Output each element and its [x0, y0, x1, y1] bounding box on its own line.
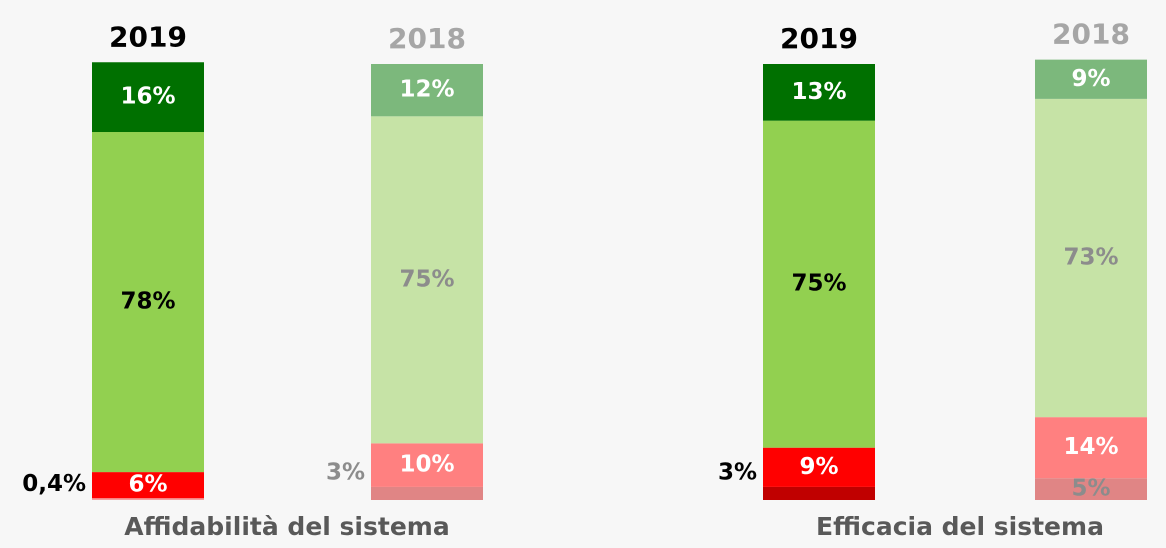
bar-segment [371, 64, 483, 117]
bar-segment [92, 62, 204, 133]
value-label: 75% [791, 271, 846, 297]
category-label: 2018 [1052, 18, 1130, 51]
value-label: 78% [120, 289, 175, 315]
value-label: 3% [718, 459, 757, 485]
value-label: 5% [1071, 476, 1110, 502]
value-label: 6% [128, 472, 167, 498]
bar-segment [371, 443, 483, 487]
value-label: 73% [1063, 245, 1118, 271]
bar-segment [371, 116, 483, 444]
bar-segment [92, 132, 204, 473]
panel-title: Affidabilità del sistema [124, 512, 449, 541]
bar-segment [763, 447, 875, 487]
bar-segment [763, 64, 875, 121]
category-label: 2019 [780, 22, 858, 55]
value-label: 0,4% [22, 471, 86, 497]
value-label: 12% [399, 77, 454, 103]
value-label: 14% [1063, 434, 1118, 460]
bar-segment [371, 486, 483, 500]
value-label: 13% [791, 79, 846, 105]
value-label: 10% [399, 452, 454, 478]
value-label: 3% [326, 459, 365, 485]
value-label: 9% [799, 454, 838, 480]
bar-segment [92, 472, 204, 499]
value-label: 75% [399, 266, 454, 292]
panel-title: Efficacia del sistema [816, 512, 1104, 541]
category-label: 2019 [109, 20, 187, 53]
bar-segment [763, 120, 875, 448]
value-label: 9% [1071, 66, 1110, 92]
category-label: 2018 [388, 22, 466, 55]
bar-segment [1035, 417, 1147, 479]
value-label: 16% [120, 84, 175, 110]
bar-segment [92, 498, 204, 500]
bar-segment [1035, 59, 1147, 99]
bar-segment [763, 486, 875, 500]
bar-segment [1035, 98, 1147, 418]
bar-segment [1035, 478, 1147, 500]
